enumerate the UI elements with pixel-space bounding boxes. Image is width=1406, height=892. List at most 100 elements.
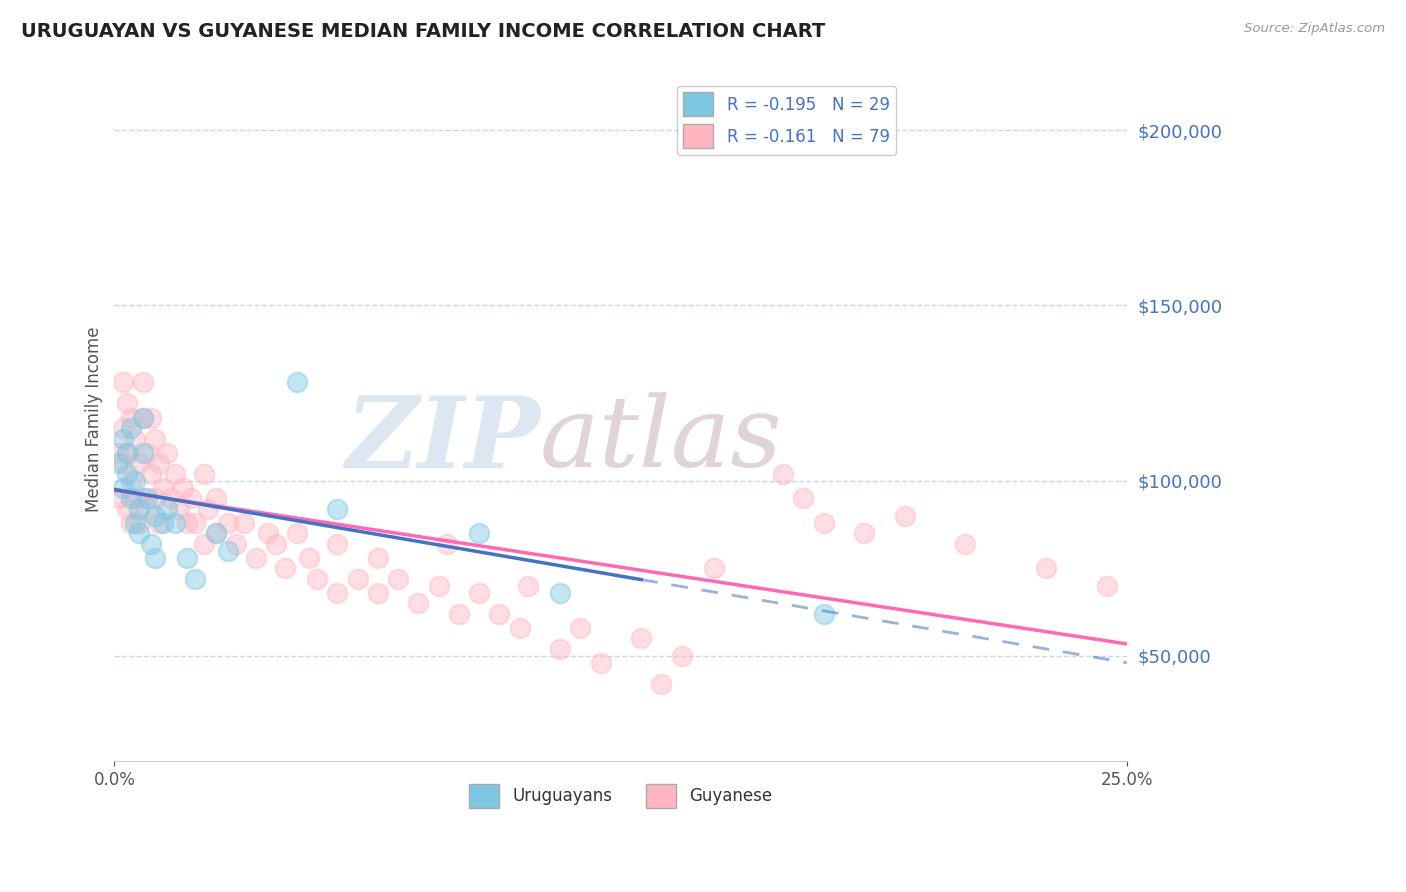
Point [115, 445, 138, 459]
Point [132, 410, 155, 425]
Point [143, 550, 166, 565]
Legend: Uruguayans, Guyanese: Uruguayans, Guyanese [463, 777, 779, 814]
Text: URUGUAYAN VS GUYANESE MEDIAN FAMILY INCOME CORRELATION CHART: URUGUAYAN VS GUYANESE MEDIAN FAMILY INCO… [21, 22, 825, 41]
Point [120, 410, 142, 425]
Point [176, 516, 198, 530]
Point [346, 572, 368, 586]
Point [176, 550, 198, 565]
Point [266, 537, 288, 551]
Point [1095, 579, 1118, 593]
Point [135, 491, 157, 505]
Point [139, 537, 162, 551]
Point [184, 516, 207, 530]
Point [120, 474, 142, 488]
Point [326, 501, 349, 516]
Point [245, 550, 267, 565]
Point [111, 421, 134, 435]
Point [143, 508, 166, 523]
Text: atlas: atlas [540, 392, 783, 487]
Point [217, 516, 239, 530]
Point [516, 579, 538, 593]
Point [193, 537, 215, 551]
Point [120, 516, 142, 530]
Point [111, 456, 134, 470]
Point [132, 376, 155, 390]
Point [772, 467, 794, 481]
Point [893, 508, 915, 523]
Point [107, 456, 129, 470]
Point [326, 537, 349, 551]
Point [326, 586, 349, 600]
Point [671, 648, 693, 663]
Point [813, 516, 835, 530]
Point [148, 516, 170, 530]
Point [197, 501, 219, 516]
Point [124, 491, 146, 505]
Point [447, 607, 470, 621]
Point [813, 607, 835, 621]
Text: ZIP: ZIP [344, 392, 540, 488]
Point [139, 467, 162, 481]
Point [427, 579, 450, 593]
Point [156, 501, 179, 516]
Point [703, 561, 725, 575]
Point [569, 621, 592, 635]
Point [148, 456, 170, 470]
Point [204, 526, 226, 541]
Point [115, 501, 138, 516]
Point [165, 467, 187, 481]
Point [111, 432, 134, 446]
Point [115, 467, 138, 481]
Point [298, 550, 321, 565]
Point [128, 501, 150, 516]
Point [128, 516, 150, 530]
Point [152, 481, 174, 495]
Point [305, 572, 328, 586]
Point [120, 421, 142, 435]
Point [548, 641, 571, 656]
Point [124, 474, 146, 488]
Point [468, 586, 491, 600]
Point [436, 537, 458, 551]
Point [792, 491, 814, 505]
Point [107, 491, 129, 505]
Y-axis label: Median Family Income: Median Family Income [86, 326, 103, 512]
Point [367, 550, 389, 565]
Point [143, 491, 166, 505]
Point [111, 481, 134, 495]
Point [408, 596, 430, 610]
Text: Source: ZipAtlas.com: Source: ZipAtlas.com [1244, 22, 1385, 36]
Point [120, 491, 142, 505]
Point [167, 501, 190, 516]
Point [165, 516, 187, 530]
Point [387, 572, 409, 586]
Point [139, 410, 162, 425]
Point [180, 491, 202, 505]
Point [204, 491, 226, 505]
Point [204, 526, 226, 541]
Point [217, 543, 239, 558]
Point [135, 445, 157, 459]
Point [225, 537, 247, 551]
Point [132, 445, 155, 459]
Point [285, 526, 308, 541]
Point [233, 516, 256, 530]
Point [107, 445, 129, 459]
Point [257, 526, 280, 541]
Point [172, 481, 194, 495]
Point [152, 516, 174, 530]
Point [468, 526, 491, 541]
Point [128, 456, 150, 470]
Point [115, 445, 138, 459]
Point [853, 526, 876, 541]
Point [184, 572, 207, 586]
Point [955, 537, 977, 551]
Point [143, 432, 166, 446]
Point [630, 632, 652, 646]
Point [1035, 561, 1057, 575]
Point [132, 410, 155, 425]
Point [135, 501, 157, 516]
Point [367, 586, 389, 600]
Point [156, 445, 179, 459]
Point [160, 491, 183, 505]
